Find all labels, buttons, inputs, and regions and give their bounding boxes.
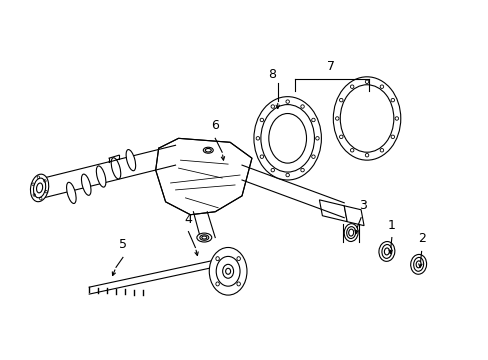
Text: 4: 4 xyxy=(184,213,192,226)
Ellipse shape xyxy=(81,174,91,195)
Ellipse shape xyxy=(209,247,246,295)
Polygon shape xyxy=(319,200,346,222)
Ellipse shape xyxy=(344,224,357,242)
Text: 5: 5 xyxy=(119,238,127,251)
Text: 6: 6 xyxy=(211,120,219,132)
Ellipse shape xyxy=(30,174,49,202)
Text: 7: 7 xyxy=(326,60,335,73)
Text: 2: 2 xyxy=(417,233,425,246)
Ellipse shape xyxy=(66,182,76,203)
Ellipse shape xyxy=(410,255,426,274)
Ellipse shape xyxy=(126,149,135,171)
Text: 8: 8 xyxy=(267,68,275,81)
Polygon shape xyxy=(155,138,251,215)
Ellipse shape xyxy=(333,77,400,160)
Polygon shape xyxy=(344,206,364,226)
Ellipse shape xyxy=(96,166,106,187)
Text: 3: 3 xyxy=(358,199,366,212)
Ellipse shape xyxy=(197,233,211,242)
Ellipse shape xyxy=(111,158,121,179)
Ellipse shape xyxy=(253,96,321,180)
Ellipse shape xyxy=(378,242,394,261)
Text: 1: 1 xyxy=(387,219,395,231)
